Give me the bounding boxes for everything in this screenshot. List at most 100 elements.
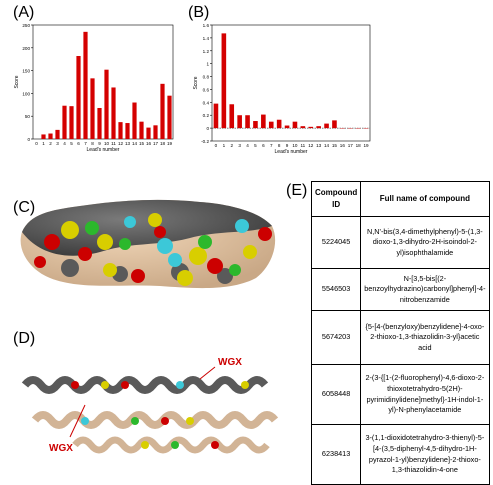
bar [214, 104, 219, 128]
bar [237, 115, 242, 128]
y-tick-label: 150 [22, 69, 30, 74]
x-axis-label: Lead's number [87, 147, 120, 153]
x-tick-label: 9 [286, 143, 289, 148]
bar [245, 115, 250, 128]
y-axis-label: Score [193, 76, 199, 89]
header-compound-id: Compound ID [312, 182, 361, 217]
compound-id-cell: 6238413 [312, 425, 361, 485]
compound-name-cell: 2-(3-{[1-(2-fluorophenyl)-4,6-dioxo-2-th… [361, 365, 489, 425]
bar [153, 125, 157, 139]
y-tick-label: 50 [25, 114, 31, 119]
x-tick-label: 13 [316, 143, 322, 148]
bar [277, 120, 282, 128]
y-tick-label: 0 [206, 126, 209, 131]
bar [118, 122, 122, 139]
x-tick-label: 1 [223, 143, 226, 148]
x-tick-label: 5 [70, 141, 73, 146]
table-row: 6058448 2-(3-{[1-(2-fluorophenyl)-4,6-di… [312, 365, 490, 425]
x-tick-label: 10 [104, 141, 110, 146]
x-tick-label: 15 [139, 141, 145, 146]
bar [83, 32, 87, 139]
x-tick-label: 17 [348, 143, 354, 148]
x-tick-label: 18 [160, 141, 166, 146]
x-tick-label: 0 [215, 143, 218, 148]
x-tick-label: 16 [340, 143, 346, 148]
compound-id-cell: 6058448 [312, 365, 361, 425]
bar [62, 106, 66, 139]
compound-name-cell: {5-[4-(benzyloxy)benzylidene]-4-oxo-2-th… [361, 311, 489, 365]
y-tick-label: 1.6 [203, 23, 210, 28]
x-tick-label: 2 [230, 143, 233, 148]
bar [97, 108, 101, 139]
x-tick-label: 6 [262, 143, 265, 148]
x-tick-label: 14 [132, 141, 138, 146]
panel-label-e: (E) [286, 182, 307, 200]
x-tick-label: 3 [238, 143, 241, 148]
y-tick-label: 1.4 [203, 36, 210, 41]
compound-name-cell: N,N'-bis(3,4-dimethylphenyl)-5-(1,3-diox… [361, 217, 489, 269]
table-row: 5546503 N-[3,5-bis[(2-benzoylhydrazino)c… [312, 269, 490, 311]
bar [132, 103, 136, 139]
table-row: 5674203 {5-[4-(benzyloxy)benzylidene]-4-… [312, 311, 490, 365]
compound-table: Compound ID Full name of compound 522404… [311, 181, 490, 485]
bar [316, 126, 321, 128]
bar [167, 96, 171, 139]
x-tick-label: 4 [246, 143, 249, 148]
table-row: 6238413 3-(1,1-dioxidotetrahydro-3-thien… [312, 425, 490, 485]
x-tick-label: 2 [49, 141, 52, 146]
compound-name-cell: 3-(1,1-dioxidotetrahydro-3-thienyl)-5-[4… [361, 425, 489, 485]
x-tick-label: 9 [98, 141, 101, 146]
bar [90, 78, 94, 139]
bar [222, 33, 227, 128]
bar [324, 124, 329, 129]
plot-frame [33, 25, 173, 139]
x-tick-label: 6 [77, 141, 80, 146]
x-tick-label: 7 [84, 141, 87, 146]
x-tick-label: 19 [363, 143, 369, 148]
bar [48, 134, 52, 139]
compound-id-cell: 5546503 [312, 269, 361, 311]
bar [293, 122, 298, 128]
plot-frame [212, 25, 370, 141]
bar [308, 127, 313, 128]
x-tick-label: 12 [308, 143, 314, 148]
x-axis-label: Lead's number [275, 149, 308, 155]
x-tick-label: 12 [118, 141, 124, 146]
protein-ribbon-image: WGX WGX [15, 345, 285, 465]
x-tick-label: 19 [167, 141, 173, 146]
header-full-name: Full name of compound [361, 182, 489, 217]
y-tick-label: 0 [27, 137, 30, 142]
bar [76, 56, 80, 139]
x-tick-label: 8 [91, 141, 94, 146]
bar [55, 130, 59, 139]
bar [261, 115, 266, 129]
table-row: 5224045 N,N'-bis(3,4-dimethylphenyl)-5-(… [312, 217, 490, 269]
y-tick-label: 0.8 [203, 75, 210, 80]
x-tick-label: 0 [35, 141, 38, 146]
wgx-label-top: WGX [218, 357, 242, 368]
x-tick-label: 3 [56, 141, 59, 146]
y-axis-label: Score [14, 75, 20, 88]
table-header-row: Compound ID Full name of compound [312, 182, 490, 217]
compound-id-cell: 5674203 [312, 311, 361, 365]
y-tick-label: 100 [22, 91, 30, 96]
bar [160, 84, 164, 139]
bar [104, 70, 108, 139]
bar [253, 121, 258, 128]
bar [229, 104, 234, 128]
y-tick-label: 0.6 [203, 87, 210, 92]
bar [139, 122, 143, 139]
x-tick-label: 10 [292, 143, 298, 148]
x-tick-label: 7 [270, 143, 273, 148]
bar [111, 87, 115, 139]
bar [69, 106, 73, 139]
x-tick-label: 11 [300, 143, 305, 148]
bar [125, 123, 129, 139]
x-tick-label: 11 [111, 141, 116, 146]
x-tick-label: 15 [332, 143, 338, 148]
x-tick-label: 16 [146, 141, 152, 146]
compound-id-cell: 5224045 [312, 217, 361, 269]
y-tick-label: 1.2 [203, 49, 210, 54]
